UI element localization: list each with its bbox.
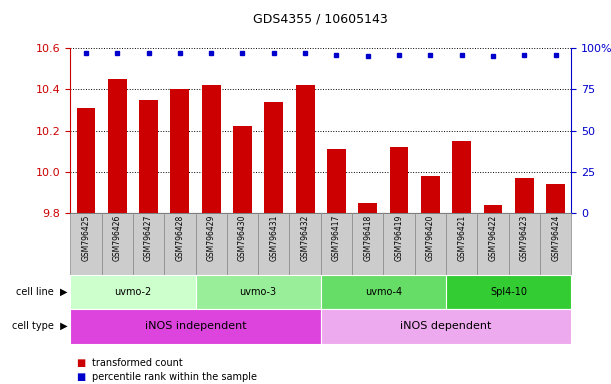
Bar: [70, 309, 321, 344]
Text: ■: ■: [76, 372, 86, 382]
Text: GSM796421: GSM796421: [457, 215, 466, 261]
Text: GSM796424: GSM796424: [551, 215, 560, 262]
Bar: [540, 213, 571, 275]
Text: uvmo-2: uvmo-2: [114, 287, 152, 297]
Bar: [227, 213, 258, 275]
Bar: [352, 213, 384, 275]
Text: ■: ■: [76, 358, 86, 368]
Text: GSM796430: GSM796430: [238, 215, 247, 262]
Text: GSM796429: GSM796429: [207, 215, 216, 262]
Bar: [139, 99, 158, 213]
Bar: [258, 213, 290, 275]
Bar: [446, 213, 477, 275]
Bar: [321, 213, 352, 275]
Text: Spl4-10: Spl4-10: [490, 287, 527, 297]
Bar: [108, 79, 126, 213]
Text: iNOS dependent: iNOS dependent: [400, 321, 492, 331]
Bar: [384, 213, 415, 275]
Bar: [70, 275, 196, 309]
Text: cell line  ▶: cell line ▶: [16, 287, 67, 297]
Bar: [70, 213, 101, 275]
Bar: [196, 213, 227, 275]
Bar: [421, 176, 440, 213]
Text: iNOS independent: iNOS independent: [145, 321, 246, 331]
Text: GSM796427: GSM796427: [144, 215, 153, 262]
Text: GSM796425: GSM796425: [81, 215, 90, 262]
Text: uvmo-3: uvmo-3: [240, 287, 277, 297]
Text: GSM796432: GSM796432: [301, 215, 310, 262]
Bar: [296, 85, 315, 213]
Text: GSM796422: GSM796422: [489, 215, 497, 261]
Bar: [170, 89, 189, 213]
Bar: [415, 213, 446, 275]
Bar: [484, 205, 502, 213]
Bar: [265, 102, 284, 213]
Text: GDS4355 / 10605143: GDS4355 / 10605143: [254, 13, 388, 26]
Text: GSM796418: GSM796418: [364, 215, 372, 261]
Text: transformed count: transformed count: [92, 358, 183, 368]
Text: percentile rank within the sample: percentile rank within the sample: [92, 372, 257, 382]
Bar: [202, 85, 221, 213]
Bar: [133, 213, 164, 275]
Bar: [76, 108, 95, 213]
Bar: [477, 213, 509, 275]
Bar: [446, 275, 571, 309]
Bar: [327, 149, 346, 213]
Text: uvmo-4: uvmo-4: [365, 287, 402, 297]
Bar: [509, 213, 540, 275]
Text: GSM796428: GSM796428: [175, 215, 185, 261]
Bar: [452, 141, 471, 213]
Bar: [233, 126, 252, 213]
Bar: [546, 184, 565, 213]
Text: GSM796417: GSM796417: [332, 215, 341, 262]
Text: GSM796426: GSM796426: [113, 215, 122, 262]
Text: GSM796419: GSM796419: [395, 215, 403, 262]
Text: GSM796431: GSM796431: [269, 215, 278, 262]
Bar: [101, 213, 133, 275]
Bar: [390, 147, 409, 213]
Bar: [321, 275, 446, 309]
Bar: [196, 275, 321, 309]
Bar: [515, 178, 534, 213]
Bar: [290, 213, 321, 275]
Text: GSM796423: GSM796423: [520, 215, 529, 262]
Bar: [164, 213, 196, 275]
Bar: [321, 309, 571, 344]
Bar: [359, 203, 377, 213]
Text: cell type  ▶: cell type ▶: [12, 321, 67, 331]
Text: GSM796420: GSM796420: [426, 215, 435, 262]
